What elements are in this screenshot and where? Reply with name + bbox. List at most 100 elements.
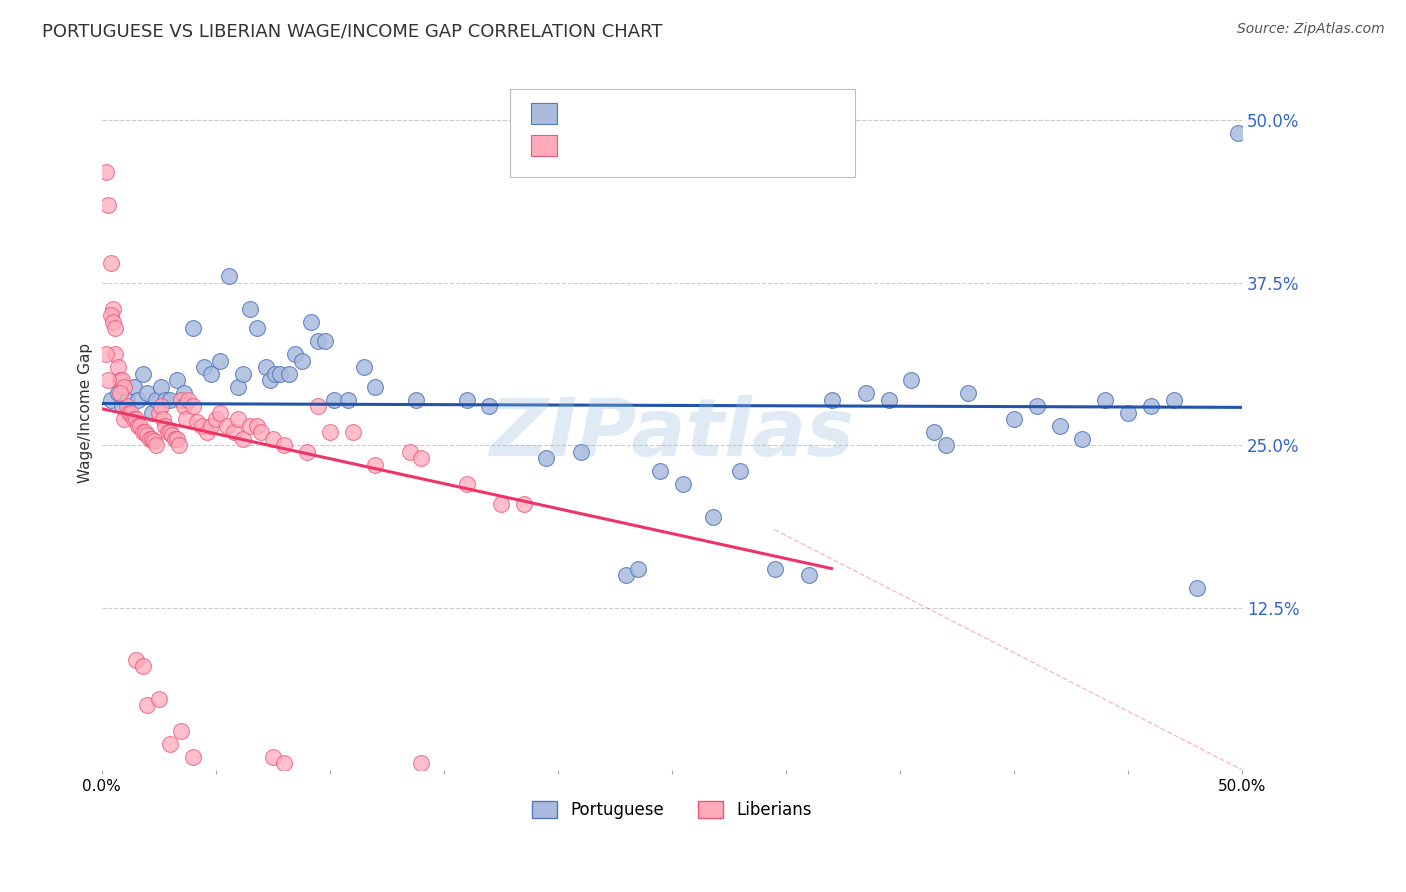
Point [1002, 412, 1025, 426]
Point [409, 451, 432, 466]
Point [141, 406, 163, 420]
Point [204, 412, 226, 426]
Point [127, 392, 149, 407]
Point [250, 425, 273, 439]
Point [820, 392, 842, 407]
Point [1116, 406, 1139, 420]
Text: N =: N = [683, 136, 723, 154]
Point [155, 392, 177, 407]
Point [159, 392, 181, 407]
Point [100, 308, 122, 322]
Point [922, 425, 945, 439]
Text: 75: 75 [718, 136, 744, 154]
Point [264, 367, 287, 381]
Point [239, 418, 262, 433]
Point [104, 347, 127, 361]
Point [112, 412, 135, 426]
Point [627, 561, 650, 575]
Point [148, 406, 170, 420]
Point [672, 477, 695, 491]
Point [97, 373, 120, 387]
Point [101, 301, 124, 316]
Point [702, 509, 724, 524]
Point [186, 415, 208, 429]
Point [228, 379, 250, 393]
Point [1226, 126, 1249, 140]
Point [97, 197, 120, 211]
Point [307, 399, 329, 413]
Point [107, 360, 129, 375]
Point [115, 399, 138, 413]
Point [364, 458, 387, 472]
Point [131, 659, 153, 673]
Point [239, 301, 262, 316]
Text: -0.191: -0.191 [605, 136, 675, 154]
Point [170, 392, 193, 407]
Point [170, 724, 193, 739]
Point [149, 379, 172, 393]
Text: PORTUGUESE VS LIBERIAN WAGE/INCOME GAP CORRELATION CHART: PORTUGUESE VS LIBERIAN WAGE/INCOME GAP C… [42, 22, 662, 40]
Point [181, 321, 204, 335]
Point [159, 737, 181, 751]
Point [1094, 392, 1116, 407]
Point [136, 386, 159, 401]
Point [405, 392, 427, 407]
Point [156, 425, 179, 439]
Point [122, 412, 145, 426]
Point [166, 432, 188, 446]
Point [1049, 418, 1071, 433]
Point [569, 444, 592, 458]
Point [291, 353, 314, 368]
Point [100, 256, 122, 270]
Point [1025, 399, 1047, 413]
Point [797, 568, 820, 582]
Point [104, 321, 127, 335]
Point [232, 367, 254, 381]
Point [131, 367, 153, 381]
Point [96, 165, 118, 179]
Point [159, 425, 181, 439]
Point [209, 353, 232, 368]
Text: ZIPatlas: ZIPatlas [489, 395, 855, 473]
Point [398, 444, 420, 458]
Text: R =: R = [571, 136, 610, 154]
Point [1071, 432, 1094, 446]
Point [112, 379, 135, 393]
Point [195, 425, 218, 439]
Point [336, 392, 359, 407]
Point [167, 438, 190, 452]
Point [177, 392, 200, 407]
Point [1163, 392, 1185, 407]
Point [222, 425, 245, 439]
Point [284, 347, 307, 361]
Point [900, 373, 922, 387]
Point [957, 386, 980, 401]
Point [269, 367, 291, 381]
Legend: Portuguese, Liberians: Portuguese, Liberians [526, 795, 818, 826]
Text: 71: 71 [718, 104, 744, 122]
Point [246, 418, 269, 433]
Point [364, 379, 387, 393]
Point [614, 568, 637, 582]
Point [209, 406, 232, 420]
Point [536, 451, 558, 466]
Point [246, 321, 269, 335]
Point [136, 427, 159, 442]
Point [855, 386, 877, 401]
Point [173, 386, 195, 401]
Point [134, 425, 156, 439]
Point [277, 367, 299, 381]
Y-axis label: Wage/Income Gap: Wage/Income Gap [79, 343, 93, 483]
Point [307, 334, 329, 348]
Point [319, 425, 342, 439]
Point [145, 438, 167, 452]
Point [1185, 581, 1208, 595]
Point [163, 432, 186, 446]
Point [100, 392, 122, 407]
Point [489, 497, 512, 511]
Point [353, 360, 375, 375]
Point [152, 412, 174, 426]
Text: N =: N = [683, 104, 723, 122]
Point [200, 418, 222, 433]
Point [191, 418, 214, 433]
